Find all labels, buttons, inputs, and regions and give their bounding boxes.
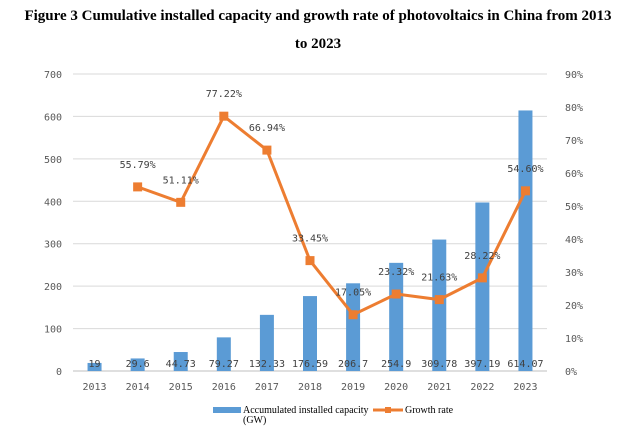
growth-marker — [477, 273, 487, 283]
left-axis-tick: 0 — [56, 367, 62, 378]
left-axis-tick: 300 — [44, 240, 62, 251]
left-axis-tick: 200 — [44, 282, 62, 293]
bar-data-label: 614.07 — [507, 359, 543, 370]
line-data-label: 51.11% — [163, 175, 199, 186]
bar — [346, 283, 361, 371]
legend: Accumulated installed capacity (GW) Grow… — [213, 405, 454, 426]
line-data-label: 33.45% — [292, 234, 328, 245]
chart-title-line1: Figure 3 Cumulative installed capacity a… — [24, 8, 612, 24]
line-data-label: 28.22% — [464, 251, 500, 262]
bar — [518, 110, 533, 372]
bar — [130, 358, 145, 371]
right-axis-tick: 60% — [565, 169, 583, 180]
x-axis-tick: 2019 — [341, 382, 365, 393]
bar-data-label: 309.78 — [421, 359, 457, 370]
line-data-label: 66.94% — [249, 123, 285, 134]
growth-marker — [262, 145, 272, 155]
right-axis-tick: 30% — [565, 268, 583, 279]
line-data-label: 55.79% — [120, 160, 156, 171]
right-axis-tick: 90% — [565, 70, 583, 81]
bar-data-label: 206.7 — [338, 359, 368, 370]
growth-marker — [133, 182, 143, 192]
x-axis-tick: 2014 — [126, 382, 150, 393]
bar-data-label: 176.59 — [292, 359, 328, 370]
line-data-label: 77.22% — [206, 89, 242, 100]
bar — [475, 202, 490, 371]
legend-bar-swatch — [213, 407, 241, 413]
right-axis-tick: 50% — [565, 202, 583, 213]
bar-data-label: 132.33 — [249, 359, 285, 370]
growth-marker — [176, 197, 186, 207]
bar — [389, 262, 404, 371]
right-axis-tick: 0% — [565, 367, 577, 378]
x-axis-tick: 2022 — [470, 382, 494, 393]
right-axis-tick: 10% — [565, 334, 583, 345]
left-axis-tick: 600 — [44, 112, 62, 123]
line-data-label: 54.60% — [507, 164, 543, 175]
bar — [173, 352, 188, 371]
growth-marker — [434, 295, 444, 305]
x-axis-tick: 2016 — [212, 382, 236, 393]
growth-marker — [520, 186, 530, 196]
line-data-label: 21.63% — [421, 273, 457, 284]
x-axis-tick: 2013 — [82, 382, 106, 393]
x-axis-tick: 2021 — [427, 382, 451, 393]
growth-marker — [348, 310, 358, 320]
left-axis-tick: 500 — [44, 155, 62, 166]
bar-data-label: 44.73 — [166, 359, 196, 370]
x-axis-tick: 2017 — [255, 382, 279, 393]
left-axis-tick: 700 — [44, 70, 62, 81]
line-data-label: 23.32% — [378, 267, 414, 278]
growth-line — [137, 114, 527, 317]
left-axis-tick: 100 — [44, 325, 62, 336]
growth-marker — [305, 256, 315, 266]
growth-marker — [391, 289, 401, 299]
right-axis-tick: 70% — [565, 136, 583, 147]
x-axis-tick: 2018 — [298, 382, 322, 393]
bar — [87, 362, 102, 371]
bar — [216, 337, 231, 371]
bar-data-label: 19 — [89, 359, 101, 370]
x-axis-tick: 2020 — [384, 382, 408, 393]
growth-marker — [219, 111, 229, 121]
right-axis-tick: 80% — [565, 103, 583, 114]
bar — [432, 239, 447, 371]
right-axis-tick: 20% — [565, 301, 583, 312]
bar — [303, 296, 317, 371]
line-data-label: 17.05% — [335, 288, 371, 299]
bar — [259, 314, 274, 371]
legend-bar-label: Accumulated installed capacity — [243, 405, 369, 416]
bar-data-label: 254.9 — [381, 359, 411, 370]
legend-bar-label-unit: (GW) — [243, 415, 266, 426]
bar-data-label: 397.19 — [464, 359, 500, 370]
chart-title-line2: to 2023 — [294, 36, 342, 52]
legend-line-label: Growth rate — [405, 405, 454, 416]
x-axis-tick: 2023 — [513, 382, 537, 393]
bar-data-label: 79.27 — [209, 359, 239, 370]
bar-data-label: 29.6 — [126, 359, 150, 370]
left-axis-tick: 400 — [44, 197, 62, 208]
legend-line-marker — [385, 407, 391, 413]
x-axis-tick: 2015 — [169, 382, 193, 393]
right-axis-tick: 40% — [565, 235, 583, 246]
